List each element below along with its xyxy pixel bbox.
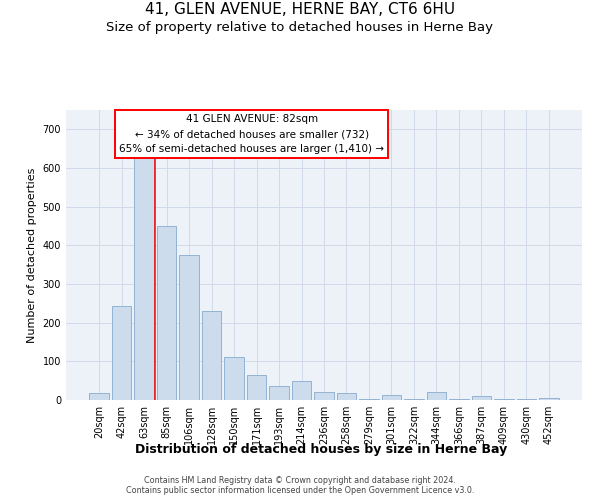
Bar — [292, 380, 311, 400]
Y-axis label: Number of detached properties: Number of detached properties — [27, 168, 37, 342]
Bar — [404, 399, 424, 400]
Bar — [224, 358, 244, 400]
Bar — [179, 255, 199, 400]
Bar — [517, 399, 536, 400]
Text: 41 GLEN AVENUE: 82sqm
← 34% of detached houses are smaller (732)
65% of semi-det: 41 GLEN AVENUE: 82sqm ← 34% of detached … — [119, 114, 384, 154]
Text: Contains HM Land Registry data © Crown copyright and database right 2024.
Contai: Contains HM Land Registry data © Crown c… — [126, 476, 474, 495]
Text: Size of property relative to detached houses in Herne Bay: Size of property relative to detached ho… — [107, 21, 493, 34]
Bar — [494, 399, 514, 400]
Bar — [269, 386, 289, 400]
Bar — [247, 375, 266, 400]
Bar — [157, 226, 176, 400]
Bar — [112, 306, 131, 400]
Bar — [202, 311, 221, 400]
Bar — [472, 396, 491, 400]
Text: 41, GLEN AVENUE, HERNE BAY, CT6 6HU: 41, GLEN AVENUE, HERNE BAY, CT6 6HU — [145, 2, 455, 18]
Bar — [382, 396, 401, 400]
Bar — [427, 392, 446, 400]
Bar — [337, 394, 356, 400]
Bar — [359, 399, 379, 400]
Bar — [539, 398, 559, 400]
Text: Distribution of detached houses by size in Herne Bay: Distribution of detached houses by size … — [135, 442, 507, 456]
Bar — [89, 393, 109, 400]
Bar — [449, 399, 469, 400]
Bar — [314, 392, 334, 400]
Bar — [134, 150, 154, 400]
